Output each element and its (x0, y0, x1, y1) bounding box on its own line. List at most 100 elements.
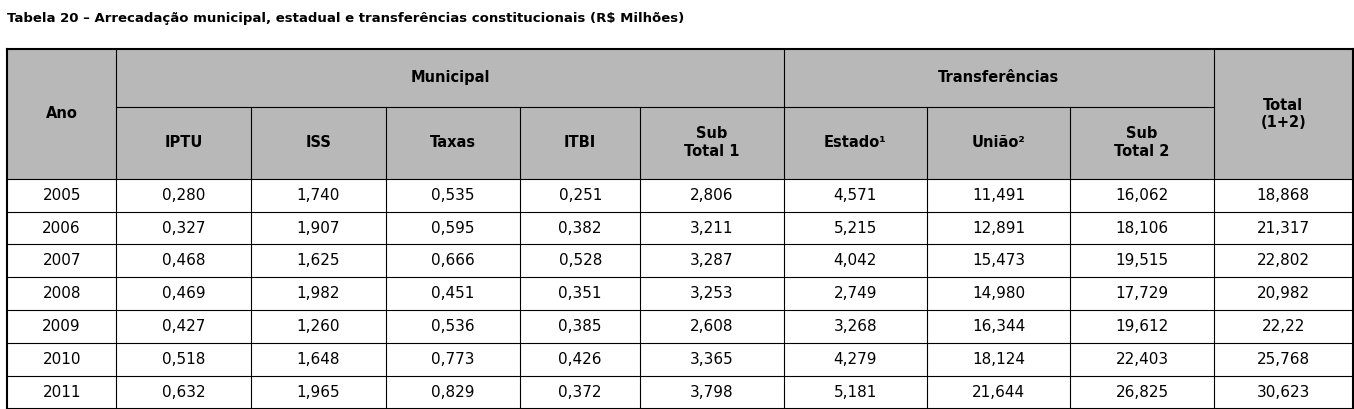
Text: Municipal: Municipal (410, 70, 490, 85)
Text: 4,571: 4,571 (834, 188, 877, 202)
Bar (640, 376, 784, 409)
Bar (116, 376, 250, 409)
Bar (784, 277, 927, 310)
Text: 0,535: 0,535 (431, 188, 475, 202)
Bar (784, 49, 1213, 107)
Text: 19,515: 19,515 (1116, 254, 1169, 268)
Text: Total
(1+2): Total (1+2) (1261, 98, 1307, 130)
Text: 0,528: 0,528 (559, 254, 603, 268)
Text: IPTU: IPTU (165, 135, 203, 150)
Bar (784, 343, 927, 376)
Bar (927, 107, 1070, 179)
Text: 1,740: 1,740 (297, 188, 340, 202)
Bar (1070, 277, 1213, 310)
Text: 3,287: 3,287 (691, 254, 734, 268)
Text: 21,644: 21,644 (972, 385, 1025, 400)
Text: 14,980: 14,980 (972, 286, 1025, 301)
Bar (520, 376, 640, 409)
Bar (250, 376, 386, 409)
Bar (927, 245, 1070, 277)
Bar (927, 310, 1070, 343)
Bar (116, 277, 250, 310)
Text: 19,612: 19,612 (1116, 319, 1169, 334)
Bar (116, 49, 784, 107)
Text: 5,181: 5,181 (834, 385, 877, 400)
Bar (1213, 179, 1353, 211)
Bar (250, 343, 386, 376)
Text: 1,648: 1,648 (297, 352, 340, 367)
Bar (520, 277, 640, 310)
Bar (250, 277, 386, 310)
Bar (520, 310, 640, 343)
Text: 18,106: 18,106 (1116, 220, 1169, 236)
Text: 2009: 2009 (42, 319, 81, 334)
Text: União²: União² (972, 135, 1025, 150)
Text: 30,623: 30,623 (1257, 385, 1309, 400)
Bar (116, 179, 250, 211)
Bar (1070, 376, 1213, 409)
Bar (784, 245, 927, 277)
Bar (7, 49, 116, 179)
Bar (1213, 49, 1353, 179)
Bar (640, 277, 784, 310)
Text: 3,253: 3,253 (691, 286, 734, 301)
Bar (784, 310, 927, 343)
Bar (520, 179, 640, 211)
Bar (927, 277, 1070, 310)
Bar (386, 245, 520, 277)
Text: 0,518: 0,518 (162, 352, 206, 367)
Text: Sub
Total 1: Sub Total 1 (684, 126, 739, 159)
Text: 2007: 2007 (42, 254, 81, 268)
Bar (640, 107, 784, 179)
Text: 22,403: 22,403 (1116, 352, 1169, 367)
Bar (1213, 376, 1353, 409)
Text: 0,382: 0,382 (558, 220, 603, 236)
Bar (250, 211, 386, 245)
Bar (784, 107, 927, 179)
Text: 3,268: 3,268 (834, 319, 877, 334)
Text: 2,608: 2,608 (691, 319, 734, 334)
Bar (1070, 245, 1213, 277)
Text: 4,279: 4,279 (834, 352, 877, 367)
Text: 0,351: 0,351 (558, 286, 603, 301)
Text: 2006: 2006 (42, 220, 81, 236)
Text: 11,491: 11,491 (972, 188, 1025, 202)
Bar (1213, 211, 1353, 245)
Text: 2,749: 2,749 (834, 286, 877, 301)
Text: 3,211: 3,211 (691, 220, 734, 236)
Text: 0,829: 0,829 (431, 385, 475, 400)
Bar (927, 343, 1070, 376)
Text: 21,317: 21,317 (1257, 220, 1309, 236)
Text: Estado¹: Estado¹ (823, 135, 887, 150)
Text: Tabela 20 – Arrecadação municipal, estadual e transferências constitucionais (R$: Tabela 20 – Arrecadação municipal, estad… (7, 12, 684, 25)
Text: 12,891: 12,891 (972, 220, 1025, 236)
Text: 2,806: 2,806 (691, 188, 734, 202)
Text: 0,632: 0,632 (162, 385, 206, 400)
Bar (250, 179, 386, 211)
Bar (640, 310, 784, 343)
Bar (520, 211, 640, 245)
Text: 0,536: 0,536 (431, 319, 475, 334)
Text: 1,982: 1,982 (297, 286, 340, 301)
Text: 2005: 2005 (42, 188, 81, 202)
Bar (386, 310, 520, 343)
Text: 20,982: 20,982 (1257, 286, 1309, 301)
Text: ISS: ISS (306, 135, 332, 150)
Text: 16,344: 16,344 (972, 319, 1025, 334)
Text: 0,451: 0,451 (432, 286, 475, 301)
Bar (1070, 310, 1213, 343)
Text: ITBI: ITBI (565, 135, 596, 150)
Bar (386, 107, 520, 179)
Bar (7, 211, 116, 245)
Bar (116, 107, 250, 179)
Bar (784, 376, 927, 409)
Text: 5,215: 5,215 (834, 220, 877, 236)
Bar (116, 245, 250, 277)
Text: 0,773: 0,773 (431, 352, 475, 367)
Bar (386, 179, 520, 211)
Bar (640, 343, 784, 376)
Bar (640, 245, 784, 277)
Text: Transferências: Transferências (938, 70, 1059, 85)
Text: 15,473: 15,473 (972, 254, 1025, 268)
Bar (520, 343, 640, 376)
